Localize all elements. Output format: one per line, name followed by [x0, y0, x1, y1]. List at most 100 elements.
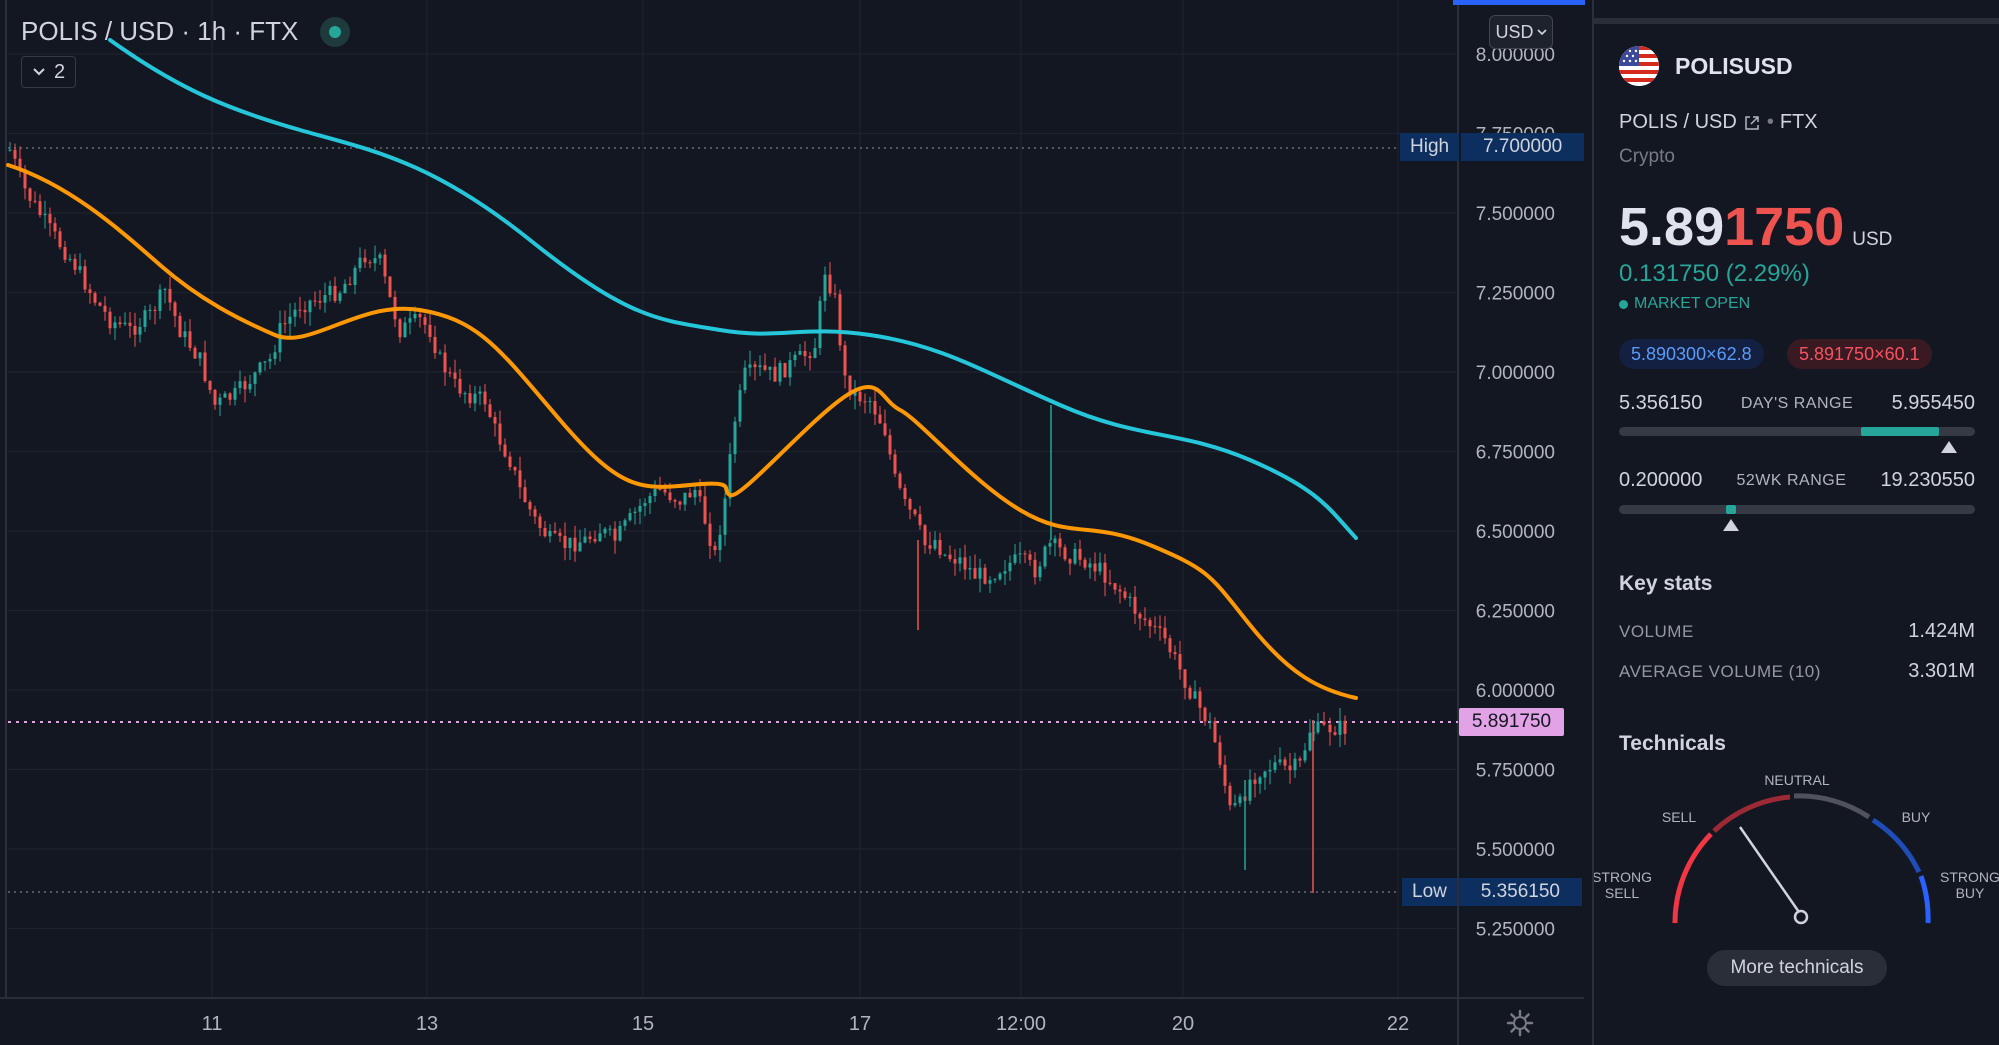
candle-body	[248, 383, 252, 390]
candle-body	[1263, 771, 1267, 778]
candle-body	[1228, 785, 1232, 806]
us-flag-icon	[1619, 46, 1659, 86]
gauge-buy-arc	[1871, 817, 1922, 874]
ma-slow-line	[108, 38, 1358, 540]
candle-body	[268, 358, 272, 362]
candle-body	[1163, 627, 1167, 639]
candle-body	[68, 258, 72, 260]
candle-body	[993, 579, 997, 581]
candle-body	[873, 401, 877, 415]
wk52-range-bar	[1619, 505, 1975, 531]
candle-body	[868, 401, 872, 403]
candle-body	[353, 268, 357, 285]
price-tick-label: 5.750000	[1476, 761, 1555, 782]
candle-body	[383, 254, 387, 277]
stat-value: 1.424M	[1908, 620, 1975, 642]
candle-body	[878, 414, 882, 424]
candle-body	[713, 545, 717, 551]
candle-body	[148, 309, 152, 311]
candle-body	[298, 309, 302, 311]
candle-body	[1078, 548, 1082, 560]
candle-body	[508, 456, 512, 467]
candle-body	[663, 489, 667, 493]
gauge-buy-label: BUY	[1902, 809, 1931, 825]
candle-body	[788, 360, 792, 378]
external-link-icon[interactable]	[1743, 114, 1761, 132]
candle-body	[1098, 562, 1102, 572]
candle-body	[143, 310, 147, 327]
candle-body	[58, 231, 62, 248]
candle-body	[1316, 721, 1320, 733]
candle-body	[813, 347, 817, 359]
chart-legend: POLIS / USD · 1h · FTX	[21, 16, 351, 47]
currency-selector[interactable]: USD	[1489, 15, 1553, 49]
current-price: 5.89 1750 USD	[1619, 196, 1892, 258]
wk52-range-label: 52WK RANGE	[1736, 471, 1847, 489]
candle-body	[98, 302, 102, 306]
candle-body	[448, 372, 452, 374]
candle-body	[1203, 707, 1207, 722]
indicator-toggle-button[interactable]: 2	[21, 56, 77, 88]
candle-body	[118, 322, 122, 325]
wk52-range-fill	[1725, 505, 1736, 514]
candle-body	[468, 393, 472, 404]
candlesticks	[8, 141, 1347, 893]
candle-body	[443, 352, 447, 373]
candle-body	[1133, 596, 1137, 614]
candle-body	[108, 311, 112, 329]
gear-icon[interactable]	[1506, 1009, 1534, 1037]
chart-pane[interactable]: 8.0000007.7500007.5000007.2500007.000000…	[0, 0, 1585, 1045]
candle-body	[928, 545, 932, 549]
candle-body	[793, 354, 797, 361]
candle-body	[178, 316, 182, 338]
candle-body	[688, 492, 692, 498]
symbol-category: Crypto	[1619, 146, 1675, 167]
pair-link[interactable]: POLIS / USD	[1619, 111, 1737, 133]
more-technicals-button[interactable]: More technicals	[1707, 950, 1887, 986]
exchange-name: FTX	[1779, 111, 1818, 133]
candle-body	[73, 258, 77, 270]
candle-body	[1208, 721, 1212, 723]
candle-body	[233, 387, 237, 400]
days-range-label: DAY'S RANGE	[1740, 394, 1854, 412]
gauge-strong-buy-arc	[1918, 875, 1931, 924]
candle-body	[758, 365, 762, 368]
candle-body	[893, 454, 897, 474]
gauge-strong-buy-label-2: BUY	[1956, 885, 1985, 901]
candle-body	[1123, 591, 1127, 598]
candle-body	[643, 503, 647, 506]
candle-body	[513, 466, 517, 471]
candle-body	[1118, 589, 1122, 592]
candle-body	[28, 188, 32, 201]
candle-body	[323, 294, 327, 303]
candle-body	[283, 323, 287, 325]
time-tick-label: 11	[202, 1013, 223, 1035]
candle-body	[683, 492, 687, 505]
pair-line: POLIS / USD • FTX	[1619, 111, 1818, 134]
candle-body	[218, 397, 222, 405]
days-range-row: 5.356150 DAY'S RANGE 5.955450	[1619, 392, 1975, 415]
candle-body	[648, 496, 652, 504]
candle-body	[473, 393, 477, 404]
price-tick-label: 5.500000	[1476, 840, 1555, 861]
high-price-label: High 7.700000	[1400, 133, 1585, 161]
gauge-sell-arc	[1712, 794, 1791, 833]
candle-body	[1113, 583, 1117, 590]
candle-body	[1108, 582, 1112, 584]
candle-body	[1288, 765, 1292, 771]
candle-body	[573, 537, 577, 552]
candle-body	[483, 391, 487, 405]
price-chart[interactable]: 8.0000007.7500007.5000007.2500007.000000…	[0, 0, 1584, 1045]
time-tick-label: 13	[416, 1013, 438, 1035]
candle-body	[1258, 777, 1262, 784]
candle-body	[853, 391, 857, 396]
candle-body	[838, 294, 842, 346]
candle-body	[1143, 618, 1147, 621]
candle-body	[908, 499, 912, 510]
days-range-bar	[1619, 427, 1975, 453]
price-tick-label: 6.750000	[1476, 443, 1555, 464]
candle-body	[1273, 762, 1277, 770]
candle-body	[363, 257, 367, 263]
time-tick-label: 22	[1387, 1013, 1409, 1035]
candle-body	[658, 488, 662, 490]
